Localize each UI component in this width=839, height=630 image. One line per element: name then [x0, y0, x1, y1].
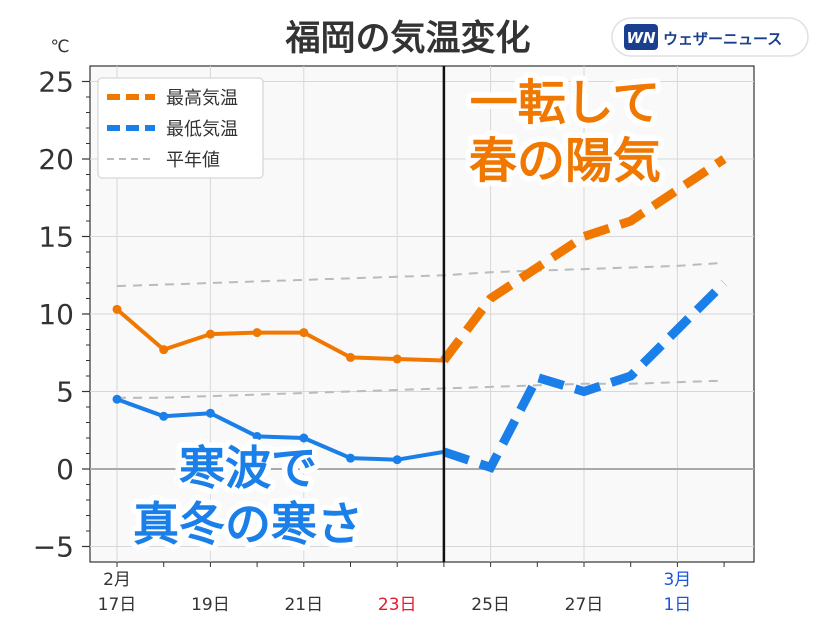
data-point — [205, 408, 215, 418]
data-point — [299, 433, 309, 443]
brand-mark: WN — [626, 29, 656, 47]
legend-label: 最低気温 — [166, 119, 238, 140]
data-point — [159, 345, 169, 355]
data-point — [112, 394, 122, 404]
grid — [90, 66, 754, 562]
annotation-text: 寒波で — [179, 441, 317, 495]
observed-line — [115, 307, 446, 363]
y-tick-label: 20 — [38, 143, 74, 176]
brand-badge — [611, 17, 809, 57]
y-unit-label: ℃ — [50, 37, 69, 57]
x-tick-day: 27日 — [565, 595, 604, 615]
normal-line — [117, 379, 725, 399]
x-tick-day: 1日 — [663, 595, 691, 615]
data-point — [159, 411, 169, 421]
data-point — [112, 304, 122, 314]
y-tick-label: −5 — [33, 531, 74, 564]
x-tick-day: 19日 — [191, 595, 230, 615]
legend-box — [97, 77, 264, 179]
forecast-line — [440, 155, 727, 364]
data-point — [392, 354, 402, 364]
annotation-text: 真冬の寒さ — [133, 497, 363, 551]
y-tick-label: 10 — [38, 298, 74, 331]
x-tick-day: 25日 — [471, 595, 510, 615]
x-tick-month: 3月 — [663, 570, 691, 590]
data-point — [346, 453, 355, 463]
brand-logo: WN ウェザーニュース — [611, 17, 809, 57]
annotation-text: 一転して — [470, 75, 661, 131]
y-tick-label: 25 — [38, 66, 74, 99]
data-point — [252, 431, 262, 441]
data-point — [299, 328, 309, 338]
annotation-text: 春の陽気 — [469, 133, 661, 189]
observed-line — [115, 397, 446, 462]
legend-label: 最高気温 — [166, 88, 238, 109]
x-tick-month: 2月 — [103, 570, 131, 590]
y-axis-ticks: −5 0 5 10 15 20 25 — [33, 66, 90, 564]
data-point — [205, 329, 215, 339]
normal-lines — [116, 261, 725, 399]
x-tick-day: 17日 — [98, 595, 137, 615]
brand-mark-box — [624, 24, 658, 50]
chart-title: 福岡の気温変化 — [284, 18, 530, 59]
data-point — [252, 328, 262, 338]
normal-line — [116, 261, 725, 288]
series-lines — [112, 155, 728, 473]
brand-name: ウェザーニュース — [663, 30, 782, 48]
forecast-line — [442, 279, 728, 473]
x-tick-day: 21日 — [284, 595, 323, 615]
y-tick-label: 15 — [38, 221, 74, 254]
x-axis-ticks: 2月 17日 19日 21日 23日 25日 27日 3月 1日 — [98, 562, 725, 615]
y-tick-label: 0 — [56, 453, 74, 486]
x-tick-day: 23日 — [378, 595, 417, 615]
y-tick-label: 5 — [56, 376, 74, 409]
legend-label: 平年値 — [166, 150, 220, 171]
data-point — [346, 352, 355, 362]
data-point — [392, 455, 402, 465]
